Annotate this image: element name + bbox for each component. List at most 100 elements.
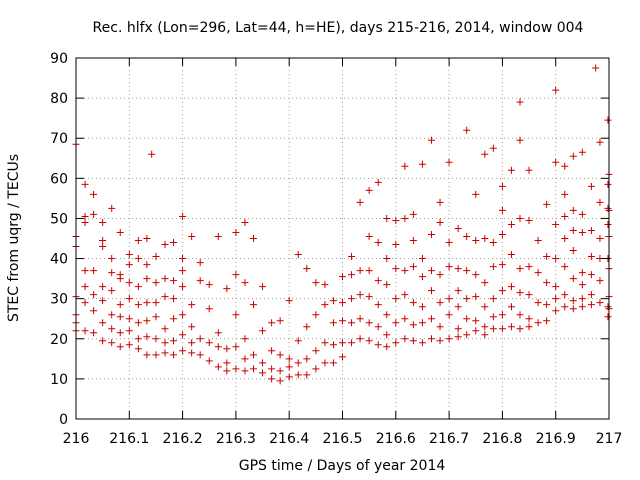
data-point — [329, 297, 337, 305]
data-point — [294, 337, 302, 345]
data-point — [116, 313, 124, 321]
data-point — [604, 313, 612, 321]
data-point — [241, 355, 249, 363]
data-point — [356, 198, 364, 206]
data-point — [392, 295, 400, 303]
data-point — [134, 301, 142, 309]
data-point — [374, 239, 382, 247]
data-point — [170, 337, 178, 345]
data-point — [401, 214, 409, 222]
data-point — [214, 232, 222, 240]
data-point — [303, 371, 311, 379]
data-point — [170, 295, 178, 303]
data-point — [285, 355, 293, 363]
data-point — [152, 351, 160, 359]
data-point — [90, 329, 98, 337]
data-point — [525, 216, 533, 224]
data-point — [454, 325, 462, 333]
x-tick-label: 216.9 — [536, 431, 576, 447]
data-point — [507, 166, 515, 174]
axis-ticks: 216 216.1 216.2 216.3 216.4 216.5 216.6 216.7 21… — [50, 51, 622, 447]
data-point — [454, 265, 462, 273]
data-point — [516, 265, 524, 273]
data-point — [312, 311, 320, 319]
data-point — [134, 283, 142, 291]
data-point — [196, 259, 204, 267]
data-point — [489, 144, 497, 152]
data-point — [481, 150, 489, 158]
data-point — [339, 339, 346, 347]
data-point — [481, 331, 489, 339]
data-point — [232, 311, 240, 319]
data-point — [401, 315, 409, 323]
data-point — [116, 275, 124, 283]
data-point — [179, 212, 187, 220]
data-point — [418, 255, 426, 263]
data-point — [152, 279, 160, 287]
data-point — [454, 303, 462, 311]
data-point — [596, 198, 604, 206]
data-point — [418, 303, 426, 311]
data-point — [108, 311, 116, 319]
data-point — [463, 295, 471, 303]
data-point — [116, 228, 124, 236]
data-point — [214, 343, 222, 351]
data-point — [409, 237, 417, 245]
data-point — [454, 333, 462, 341]
data-point — [285, 297, 293, 305]
data-point — [374, 301, 382, 309]
x-tick-label: 216.7 — [429, 431, 469, 447]
data-point — [498, 261, 506, 269]
data-point — [383, 343, 391, 351]
data-point — [463, 331, 471, 339]
data-point — [587, 301, 595, 309]
data-point — [578, 295, 586, 303]
data-point — [472, 190, 480, 198]
data-point — [134, 335, 142, 343]
data-point — [445, 158, 453, 166]
data-point — [472, 327, 480, 335]
data-point — [507, 220, 515, 228]
data-point — [143, 317, 151, 325]
data-point — [90, 190, 98, 198]
data-point — [196, 277, 204, 285]
y-tick-label: 90 — [50, 51, 68, 67]
data-point — [356, 335, 364, 343]
data-point — [516, 289, 524, 297]
data-point — [134, 237, 142, 245]
data-point — [392, 216, 400, 224]
x-axis-title: GPS time / Days of year 2014 — [239, 458, 446, 474]
data-point — [90, 267, 98, 275]
x-tick-label: 216.1 — [109, 431, 149, 447]
y-axis-title: STEC from uqrg / TECUs — [6, 154, 22, 322]
data-point — [516, 325, 524, 333]
data-point — [525, 323, 533, 331]
x-tick-label: 216.3 — [216, 431, 256, 447]
data-point — [525, 263, 533, 271]
y-tick-label: 80 — [50, 91, 68, 107]
data-point — [81, 299, 89, 307]
data-point — [604, 204, 612, 212]
data-point — [498, 287, 506, 295]
data-point — [392, 241, 400, 249]
data-point — [259, 359, 267, 367]
data-point — [161, 325, 169, 333]
data-point — [125, 315, 133, 323]
data-point — [348, 271, 356, 279]
y-tick-label: 10 — [50, 372, 68, 388]
data-point — [445, 263, 453, 271]
data-point — [418, 319, 426, 327]
data-point — [99, 319, 107, 327]
data-point — [436, 323, 444, 331]
data-point — [312, 365, 320, 373]
data-point — [312, 347, 320, 355]
data-point — [383, 214, 391, 222]
x-tick-label: 216.6 — [376, 431, 416, 447]
data-point — [179, 283, 187, 291]
data-point — [303, 355, 311, 363]
data-point — [604, 116, 612, 124]
data-point — [516, 311, 524, 319]
data-point — [134, 319, 142, 327]
data-point — [498, 325, 506, 333]
